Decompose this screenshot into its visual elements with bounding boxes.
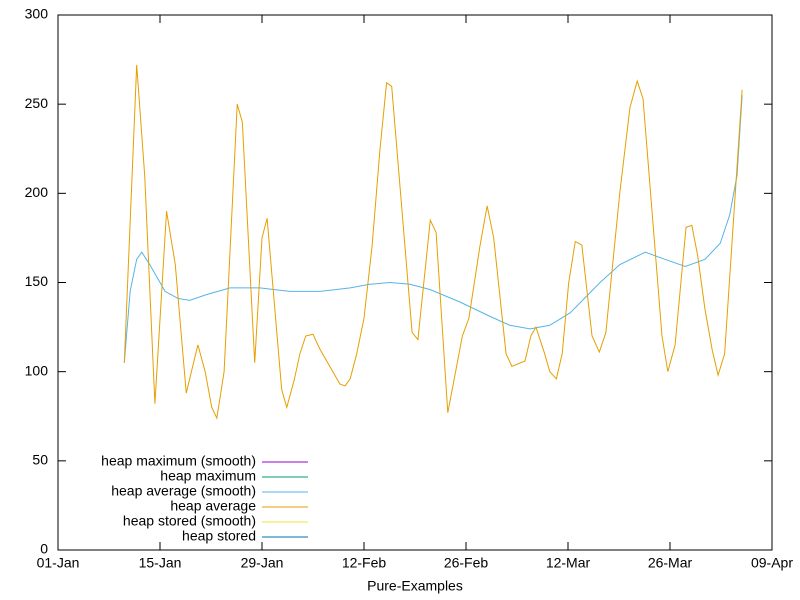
x-tick-label: 09-Apr — [751, 555, 793, 571]
x-tick-label: 15-Jan — [139, 555, 182, 571]
x-tick-label: 26-Feb — [444, 555, 489, 571]
x-tick-label: 29-Jan — [241, 555, 284, 571]
y-tick-label: 250 — [25, 95, 49, 111]
legend-label: heap maximum (smooth) — [101, 453, 256, 469]
x-tick-label: 26-Mar — [648, 555, 693, 571]
y-tick-label: 300 — [25, 6, 49, 22]
legend-label: heap average (smooth) — [111, 483, 256, 499]
legend-label: heap maximum — [160, 468, 256, 484]
y-tick-label: 150 — [25, 273, 49, 289]
series-line — [123, 64, 743, 420]
y-tick-label: 50 — [32, 452, 48, 468]
y-tick-label: 100 — [25, 362, 49, 378]
legend-label: heap average — [170, 498, 256, 514]
y-tick-label: 200 — [25, 184, 49, 200]
x-tick-label: 12-Mar — [546, 555, 591, 571]
y-tick-label: 0 — [40, 541, 48, 557]
series-line — [123, 95, 743, 363]
x-tick-label: 12-Feb — [342, 555, 387, 571]
x-axis-label: Pure-Examples — [367, 578, 463, 594]
legend-label: heap stored (smooth) — [123, 513, 256, 529]
x-tick-label: 01-Jan — [37, 555, 80, 571]
legend-label: heap stored — [182, 528, 256, 544]
